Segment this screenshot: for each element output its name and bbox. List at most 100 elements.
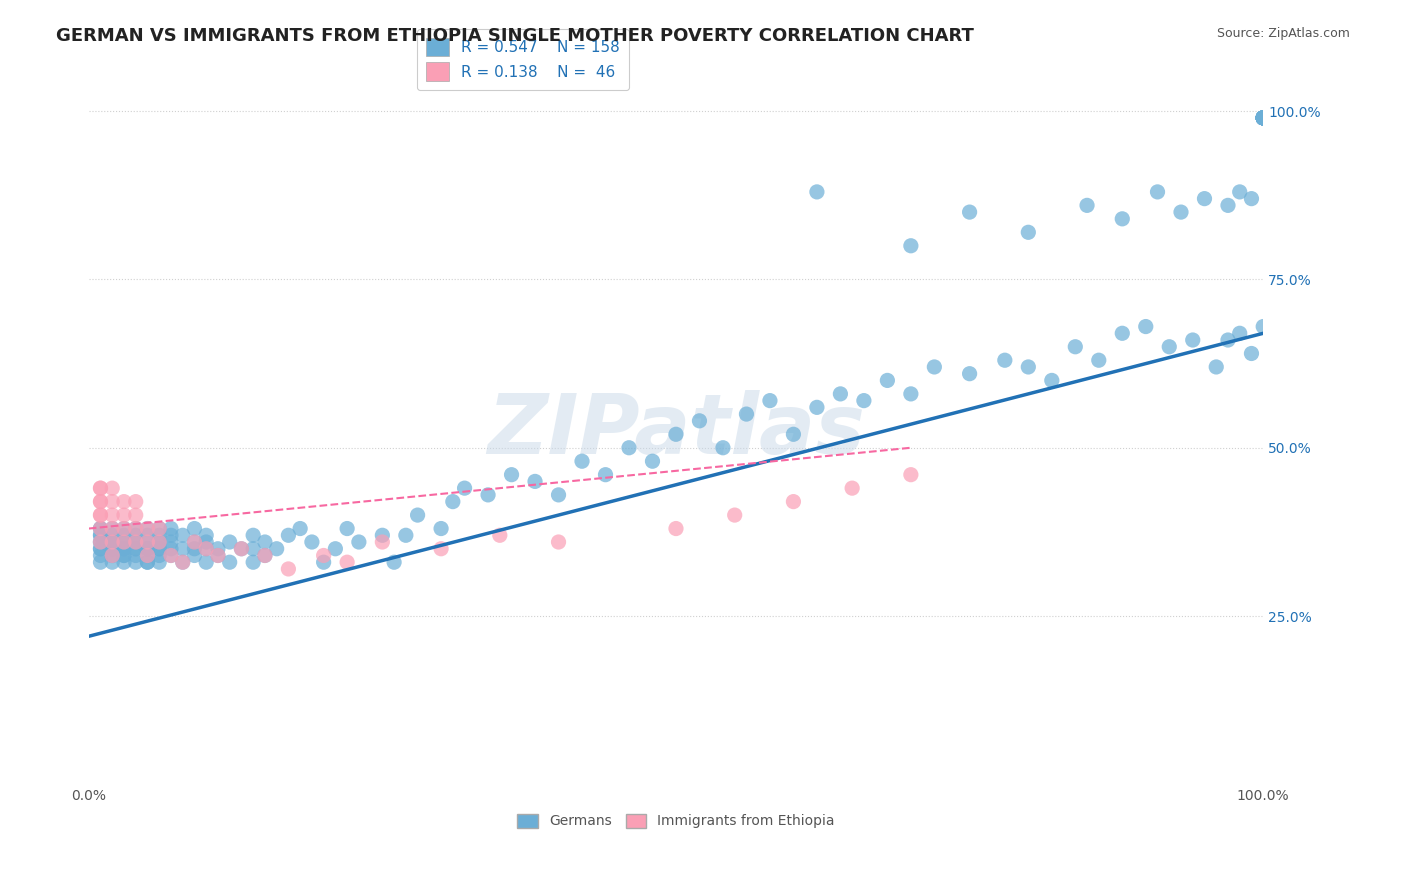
Point [1216,198,1239,212]
Point [112,549,135,563]
Point [430,541,453,556]
Point [101,549,124,563]
Point [959,367,981,381]
Point [136,549,159,563]
Point [89,555,111,569]
Point [277,562,299,576]
Point [125,535,148,549]
Point [136,541,159,556]
Point [1251,111,1274,125]
Text: Source: ZipAtlas.com: Source: ZipAtlas.com [1216,27,1350,40]
Point [160,549,183,563]
Point [207,549,229,563]
Point [1229,326,1251,341]
Point [125,522,148,536]
Point [89,535,111,549]
Point [301,535,323,549]
Point [253,535,276,549]
Point [1251,111,1274,125]
Point [242,555,264,569]
Point [112,494,135,508]
Point [325,541,347,556]
Point [136,549,159,563]
Point [1251,319,1274,334]
Text: ZIPatlas: ZIPatlas [486,391,865,471]
Point [1111,211,1133,226]
Legend: Germans, Immigrants from Ethiopia: Germans, Immigrants from Ethiopia [512,808,841,834]
Point [641,454,664,468]
Point [112,549,135,563]
Point [959,205,981,219]
Point [595,467,617,482]
Point [148,541,170,556]
Point [195,535,218,549]
Point [501,467,523,482]
Point [125,555,148,569]
Point [101,535,124,549]
Point [830,387,852,401]
Point [759,393,782,408]
Point [724,508,747,522]
Point [841,481,863,495]
Point [125,541,148,556]
Point [253,549,276,563]
Point [112,541,135,556]
Point [112,535,135,549]
Point [89,535,111,549]
Point [900,239,922,253]
Point [172,541,194,556]
Point [183,549,205,563]
Point [101,522,124,536]
Point [89,522,111,536]
Point [571,454,593,468]
Point [195,541,218,556]
Point [125,535,148,549]
Point [207,549,229,563]
Point [336,555,359,569]
Point [101,535,124,549]
Point [89,508,111,522]
Point [266,541,288,556]
Point [125,508,148,522]
Point [112,535,135,549]
Point [172,528,194,542]
Point [242,541,264,556]
Point [112,541,135,556]
Point [806,401,828,415]
Point [288,522,311,536]
Point [89,528,111,542]
Point [136,555,159,569]
Point [1251,111,1274,125]
Point [101,481,124,495]
Point [312,549,335,563]
Point [453,481,475,495]
Point [89,522,111,536]
Point [488,528,510,542]
Point [547,488,569,502]
Point [136,522,159,536]
Point [89,481,111,495]
Point [89,494,111,508]
Point [231,541,253,556]
Point [1205,359,1227,374]
Point [1251,111,1274,125]
Point [1216,333,1239,347]
Point [406,508,429,522]
Point [136,555,159,569]
Point [125,541,148,556]
Point [183,541,205,556]
Point [1251,111,1274,125]
Point [136,541,159,556]
Point [312,555,335,569]
Point [183,522,205,536]
Point [195,541,218,556]
Point [1146,185,1168,199]
Point [207,541,229,556]
Point [1251,111,1274,125]
Point [160,541,183,556]
Point [148,555,170,569]
Point [711,441,734,455]
Point [101,522,124,536]
Point [136,535,159,549]
Point [160,528,183,542]
